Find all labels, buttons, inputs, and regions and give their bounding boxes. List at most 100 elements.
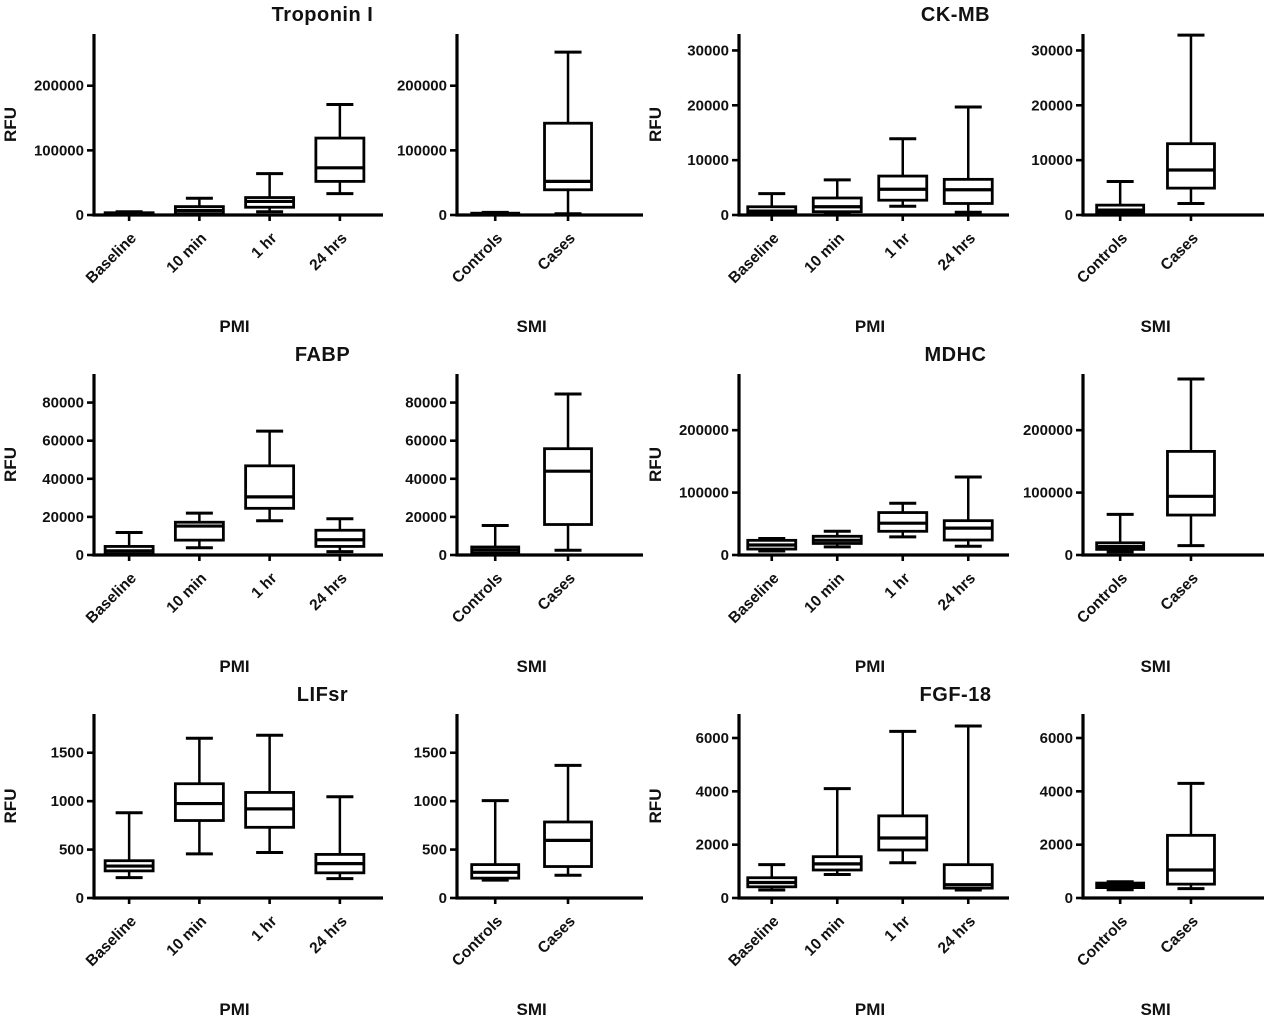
category-label: 1 hr	[881, 570, 913, 602]
panel-fgf-18: FGF-18 0 2000 4000 6000 RFU Baseline 10 min 1 hr…	[645, 680, 1266, 1023]
box-whisker	[470, 799, 521, 882]
x-axis-label: PMI	[855, 1000, 885, 1019]
panel-title: LIFsr	[296, 684, 349, 706]
iqr-box	[1166, 449, 1216, 517]
panel-title: CK-MB	[920, 4, 991, 26]
category-label: Cases	[535, 230, 579, 274]
iqr-box	[543, 121, 593, 192]
box-whisker	[314, 517, 366, 554]
box-whisker	[244, 172, 296, 214]
iqr-box	[543, 820, 593, 868]
box-whisker	[470, 523, 521, 556]
iqr-box	[314, 136, 366, 183]
box-whisker	[173, 736, 225, 856]
y-tick-label: 200000	[34, 78, 84, 95]
x-axis-label: SMI	[1140, 317, 1170, 336]
x-axis-label: SMI	[1140, 1000, 1170, 1019]
category-label: Controls	[449, 570, 506, 627]
iqr-box	[1166, 142, 1216, 190]
y-tick-label: 20000	[42, 509, 84, 526]
y-tick-label: 30000	[687, 42, 729, 59]
box-whisker	[746, 536, 798, 553]
category-label: 1 hr	[881, 230, 913, 262]
box-whisker	[244, 429, 296, 523]
y-tick-label: 500	[59, 842, 84, 859]
figure-row: Troponin I 0 100000 200000 RFU Baseline 10 min…	[0, 0, 1266, 340]
y-tick-label: 0	[76, 207, 84, 224]
x-axis-label: PMI	[855, 317, 885, 336]
category-label: 10 min	[163, 913, 210, 960]
category-label: 1 hr	[248, 230, 280, 262]
y-tick-label: 4000	[1040, 783, 1073, 800]
box-whisker	[746, 863, 798, 892]
subplot-row: 0 100000 200000 RFU Baseline 10 min 1 hr 24 hrs…	[645, 368, 1266, 680]
box-whisker	[470, 210, 521, 217]
x-axis-label: SMI	[517, 1000, 547, 1019]
box-whisker	[173, 196, 225, 216]
y-axis-label: RFU	[1, 447, 20, 482]
y-tick-label: 20000	[405, 509, 447, 526]
box-whisker	[942, 724, 994, 892]
category-label: Baseline	[725, 570, 782, 627]
pmi-boxplot: 0 2000 4000 6000 RFU Baseline 10 min 1 hr 24 hrs…	[646, 714, 1009, 1019]
box-whisker	[314, 102, 366, 196]
y-axis-label: RFU	[1, 789, 20, 824]
category-label: 24 hrs	[306, 230, 350, 274]
y-tick-label: 0	[1065, 547, 1073, 564]
panel-fabp: FABP 0 20000 40000 60000 80000 RFU Baseline 10 m…	[0, 340, 645, 680]
x-axis-label: SMI	[517, 317, 547, 336]
box-whisker	[103, 531, 155, 556]
box-whisker	[543, 763, 593, 877]
x-axis-label: PMI	[855, 657, 885, 676]
smi-boxplot: 0 10000 20000 30000 Controls Cases SMI	[1031, 33, 1264, 336]
category-label: 24 hrs	[935, 913, 979, 957]
panel-mdhc: MDHC 0 100000 200000 RFU Baseline 10 min 1 hr 24…	[645, 340, 1266, 680]
y-tick-label: 80000	[405, 395, 447, 412]
box-whisker	[746, 192, 798, 216]
category-label: 24 hrs	[935, 230, 979, 274]
y-tick-label: 80000	[42, 395, 84, 412]
category-label: Baseline	[725, 230, 782, 287]
subplot-row: 0 20000 40000 60000 80000 RFU Baseline 10 min 1 …	[0, 368, 645, 680]
category-label: 24 hrs	[306, 570, 350, 614]
y-tick-label: 40000	[42, 471, 84, 488]
y-axis-label: RFU	[1, 107, 20, 142]
y-tick-label: 60000	[42, 433, 84, 450]
y-tick-label: 30000	[1031, 42, 1073, 59]
y-tick-label: 0	[721, 547, 729, 564]
category-label: 10 min	[801, 570, 848, 617]
box-whisker	[877, 729, 929, 865]
panel-title: Troponin I	[271, 4, 374, 26]
box-whisker	[942, 105, 994, 214]
x-axis-label: PMI	[219, 1000, 249, 1019]
y-tick-label: 100000	[679, 485, 729, 502]
figure-row: LIFsr 0 500 1000 1500 RFU Baseline 10 min 1 hr 24…	[0, 680, 1266, 1023]
panel-ck-mb: CK-MB 0 10000 20000 30000 RFU Baseline 10 min 1 …	[645, 0, 1266, 340]
box-whisker	[811, 787, 863, 877]
category-label: Cases	[1157, 570, 1201, 614]
y-tick-label: 1500	[51, 745, 84, 762]
smi-boxplot: 0 500 1000 1500 Controls Cases SMI	[414, 714, 643, 1019]
y-tick-label: 4000	[696, 783, 729, 800]
category-label: Baseline	[83, 913, 140, 970]
pmi-boxplot: 0 20000 40000 60000 80000 RFU Baseline 10 min 1 …	[1, 374, 383, 676]
y-tick-label: 1500	[414, 745, 447, 762]
y-tick-label: 40000	[405, 471, 447, 488]
panel-troponin-i: Troponin I 0 100000 200000 RFU Baseline 10 min…	[0, 0, 645, 340]
figure-row: FABP 0 20000 40000 60000 80000 RFU Baseline 10 m…	[0, 340, 1266, 680]
y-tick-label: 20000	[1031, 97, 1073, 114]
subplot-row: 0 500 1000 1500 RFU Baseline 10 min 1 hr 24 hrs P…	[0, 708, 645, 1023]
y-tick-label: 0	[439, 547, 447, 564]
y-axis-label: RFU	[646, 789, 665, 824]
subplot-row: 0 100000 200000 RFU Baseline 10 min 1 hr 24 hrs…	[0, 28, 645, 340]
y-tick-label: 200000	[679, 422, 729, 439]
y-tick-label: 2000	[1040, 837, 1073, 854]
category-label: Baseline	[83, 570, 140, 627]
pmi-boxplot: 0 100000 200000 RFU Baseline 10 min 1 hr 24 hrs…	[646, 374, 1009, 676]
y-tick-label: 10000	[1031, 152, 1073, 169]
y-tick-label: 0	[439, 890, 447, 907]
category-label: Controls	[1074, 570, 1131, 627]
box-whisker	[103, 811, 155, 880]
y-tick-label: 0	[439, 207, 447, 224]
